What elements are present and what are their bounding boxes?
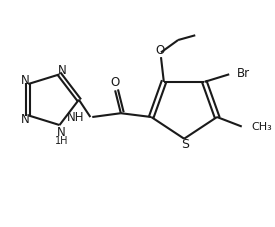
Text: Br: Br [237, 67, 250, 80]
Text: N: N [21, 113, 30, 126]
Text: 1H: 1H [55, 136, 68, 146]
Text: O: O [111, 76, 120, 89]
Text: NH: NH [67, 111, 85, 124]
Text: S: S [181, 138, 189, 151]
Text: N: N [21, 74, 30, 87]
Text: CH₃: CH₃ [251, 123, 272, 133]
Text: N: N [58, 64, 67, 77]
Text: O: O [155, 44, 165, 57]
Text: N: N [57, 126, 66, 139]
